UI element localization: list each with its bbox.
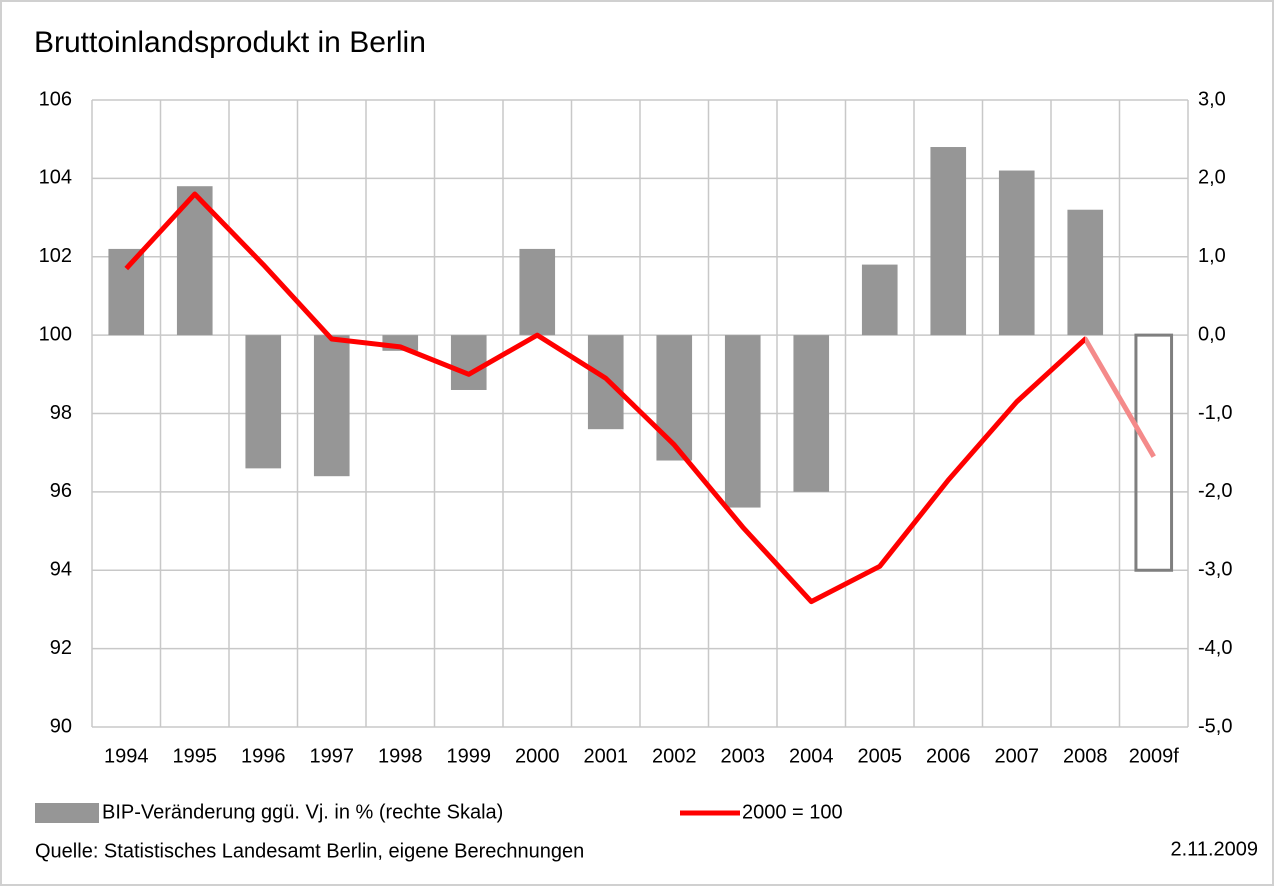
- bar: [176, 186, 213, 336]
- y2-tick-label: -1,0: [1198, 402, 1232, 424]
- bar: [313, 335, 350, 477]
- y2-tick-label: 0,0: [1198, 323, 1226, 345]
- bar: [930, 147, 967, 336]
- bar: [793, 335, 830, 492]
- y-tick-label: 106: [39, 88, 72, 110]
- y-tick-label: 94: [50, 559, 72, 581]
- x-tick-label: 2009f: [1129, 745, 1179, 767]
- y-tick-label: 92: [50, 637, 72, 659]
- x-tick-label: 2004: [789, 745, 834, 767]
- x-tick-label: 2006: [926, 745, 971, 767]
- chart-title: Bruttoinlandsprodukt in Berlin: [34, 26, 426, 59]
- bar: [656, 335, 693, 461]
- legend-label: BIP-Veränderung ggü. Vj. in % (rechte Sk…: [102, 801, 503, 823]
- source: Quelle: Statistisches Landesamt Berlin, …: [35, 840, 584, 862]
- y2-tick-label: 2,0: [1198, 167, 1226, 189]
- x-tick-label: 1996: [241, 745, 286, 767]
- line: [124, 191, 1156, 605]
- bar: [587, 335, 624, 430]
- y2-tick-label: 3,0: [1198, 88, 1226, 110]
- bar: [1134, 333, 1174, 572]
- y-tick-label: 90: [50, 715, 72, 737]
- x-tick-label: 2003: [721, 745, 766, 767]
- bar: [1067, 209, 1104, 336]
- y2-tick-label: -3,0: [1198, 559, 1232, 581]
- x-tick-label: 1995: [173, 745, 218, 767]
- y-tick-label: 104: [39, 167, 72, 189]
- bar: [245, 335, 282, 469]
- bar: [998, 170, 1035, 336]
- y-tick-label: 102: [39, 245, 72, 267]
- y-tick-label: 100: [39, 323, 72, 345]
- y2-tick-label: 1,0: [1198, 245, 1226, 267]
- x-tick-label: 1994: [104, 745, 149, 767]
- bar: [108, 248, 145, 336]
- x-tick-label: 2002: [652, 745, 697, 767]
- x-tick-label: 2007: [995, 745, 1040, 767]
- bar: [519, 248, 556, 336]
- y2-tick-label: -4,0: [1198, 637, 1232, 659]
- y-tick-label: 98: [50, 402, 72, 424]
- date: 2.11.2009: [1171, 838, 1259, 860]
- x-tick-label: 2001: [584, 745, 629, 767]
- legend-swatch: [35, 803, 99, 823]
- x-tick-label: 2008: [1063, 745, 1108, 767]
- bar: [450, 335, 487, 390]
- y2-tick-label: -2,0: [1198, 480, 1232, 502]
- x-tick-label: 2000: [515, 745, 560, 767]
- y-tick-label: 96: [50, 480, 72, 502]
- bar: [724, 335, 761, 508]
- x-tick-label: 1998: [378, 745, 423, 767]
- x-tick-label: 1999: [447, 745, 492, 767]
- legend-label: 2000 = 100: [742, 801, 843, 823]
- bar: [861, 264, 898, 336]
- x-tick-label: 2005: [858, 745, 903, 767]
- y2-tick-label: -5,0: [1198, 715, 1232, 737]
- x-tick-label: 1997: [310, 745, 355, 767]
